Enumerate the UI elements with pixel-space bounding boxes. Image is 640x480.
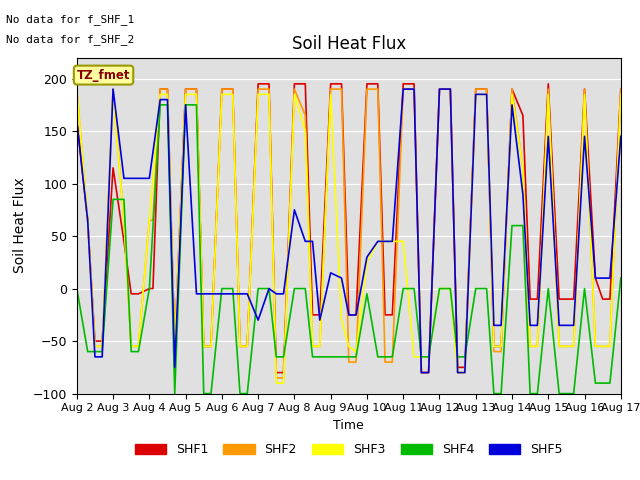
SHF5 xyxy=(374,239,381,244)
Line: SHF3: SHF3 xyxy=(77,89,621,383)
SHF1 xyxy=(73,118,81,123)
SHF2 xyxy=(345,359,353,365)
SHF3 xyxy=(200,344,207,349)
SHF1 xyxy=(563,296,570,302)
SHF3 xyxy=(374,239,381,244)
X-axis label: Time: Time xyxy=(333,419,364,432)
SHF3 xyxy=(617,92,625,97)
SHF5 xyxy=(417,370,425,375)
SHF3 xyxy=(265,92,273,97)
SHF1 xyxy=(617,86,625,92)
SHF5 xyxy=(193,291,200,297)
SHF5 xyxy=(563,323,570,328)
SHF1 xyxy=(273,370,280,375)
SHF4 xyxy=(156,102,164,108)
SHF1 xyxy=(207,344,215,349)
SHF3 xyxy=(73,86,81,92)
Text: No data for f_SHF_1: No data for f_SHF_1 xyxy=(6,14,134,25)
SHF2 xyxy=(207,344,215,349)
SHF5 xyxy=(207,291,215,297)
SHF2 xyxy=(171,344,179,349)
Text: No data for f_SHF_2: No data for f_SHF_2 xyxy=(6,34,134,45)
Line: SHF4: SHF4 xyxy=(77,105,621,394)
Title: Soil Heat Flux: Soil Heat Flux xyxy=(292,35,406,53)
Legend: SHF1, SHF2, SHF3, SHF4, SHF5: SHF1, SHF2, SHF3, SHF4, SHF5 xyxy=(130,438,568,461)
SHF4 xyxy=(200,391,207,396)
Y-axis label: Soil Heat Flux: Soil Heat Flux xyxy=(13,178,27,274)
Line: SHF5: SHF5 xyxy=(77,89,621,372)
SHF4 xyxy=(417,354,425,360)
SHF3 xyxy=(182,92,189,97)
SHF1 xyxy=(352,312,360,318)
SHF2 xyxy=(73,86,81,92)
Line: SHF2: SHF2 xyxy=(77,89,621,378)
SHF2 xyxy=(410,86,418,92)
Text: TZ_fmet: TZ_fmet xyxy=(77,69,131,82)
SHF1 xyxy=(120,239,128,244)
SHF4 xyxy=(73,286,81,291)
SHF2 xyxy=(120,217,128,223)
SHF2 xyxy=(556,344,563,349)
SHF4 xyxy=(218,286,226,291)
SHF4 xyxy=(171,391,179,396)
SHF1 xyxy=(254,81,262,87)
SHF4 xyxy=(280,354,287,360)
SHF1 xyxy=(417,370,425,375)
SHF1 xyxy=(171,344,179,349)
SHF3 xyxy=(556,344,563,349)
SHF3 xyxy=(410,354,418,360)
SHF2 xyxy=(617,86,625,92)
SHF5 xyxy=(273,291,280,297)
Line: SHF1: SHF1 xyxy=(77,84,621,372)
SHF3 xyxy=(273,380,280,386)
SHF5 xyxy=(109,86,117,92)
SHF2 xyxy=(273,375,280,381)
SHF5 xyxy=(617,133,625,139)
SHF4 xyxy=(563,391,570,396)
SHF4 xyxy=(381,354,389,360)
SHF5 xyxy=(410,86,418,92)
SHF4 xyxy=(617,275,625,281)
SHF5 xyxy=(73,118,81,123)
